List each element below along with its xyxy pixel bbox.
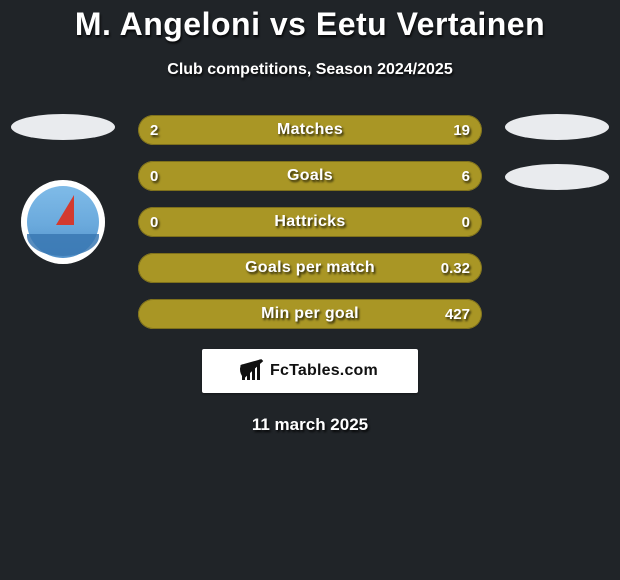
stat-row: Min per goal427 — [138, 299, 482, 329]
stat-value-right: 6 — [462, 161, 470, 191]
player1-name: M. Angeloni — [75, 6, 261, 42]
fctables-logo-icon — [242, 362, 264, 380]
stat-label: Min per goal — [138, 299, 482, 329]
club-badge-waves — [27, 234, 99, 256]
stat-value-left: 2 — [150, 115, 158, 145]
stat-value-left: 0 — [150, 207, 158, 237]
stat-label: Hattricks — [138, 207, 482, 237]
brand-text: FcTables.com — [270, 362, 378, 380]
stat-row: Hattricks0 0 — [138, 207, 482, 237]
club-badge-sail-icon — [56, 195, 74, 225]
stat-row: Matches2 19 — [138, 115, 482, 145]
player2-avatar-column — [502, 115, 612, 190]
player2-avatar-placeholder — [505, 114, 609, 140]
player2-club-placeholder — [505, 164, 609, 190]
brand-attribution[interactable]: FcTables.com — [202, 349, 418, 393]
stat-value-right: 0 — [462, 207, 470, 237]
stats-area: Matches219Goals06Hattricks00Goals per ma… — [0, 115, 620, 335]
subtitle: Club competitions, Season 2024/2025 — [0, 61, 620, 79]
snapshot-date: 11 march 2025 — [0, 415, 620, 435]
stat-label: Goals — [138, 161, 482, 191]
stat-row: Goals per match0.32 — [138, 253, 482, 283]
player1-avatar-placeholder — [11, 114, 115, 140]
stat-value-left: 0 — [150, 161, 158, 191]
stat-label: Goals per match — [138, 253, 482, 283]
stat-bars-container: Matches219Goals06Hattricks00Goals per ma… — [138, 115, 482, 345]
player1-club-badge — [21, 180, 105, 264]
stat-value-right: 19 — [453, 115, 470, 145]
stat-row: Goals0 6 — [138, 161, 482, 191]
comparison-title: M. Angeloni vs Eetu Vertainen — [0, 6, 620, 43]
player2-name: Eetu Vertainen — [316, 6, 545, 42]
vs-text: vs — [270, 6, 307, 42]
player1-avatar-column — [8, 115, 118, 264]
stat-value-right: 427 — [445, 299, 470, 329]
stat-value-right: 0.32 — [441, 253, 470, 283]
stat-label: Matches — [138, 115, 482, 145]
